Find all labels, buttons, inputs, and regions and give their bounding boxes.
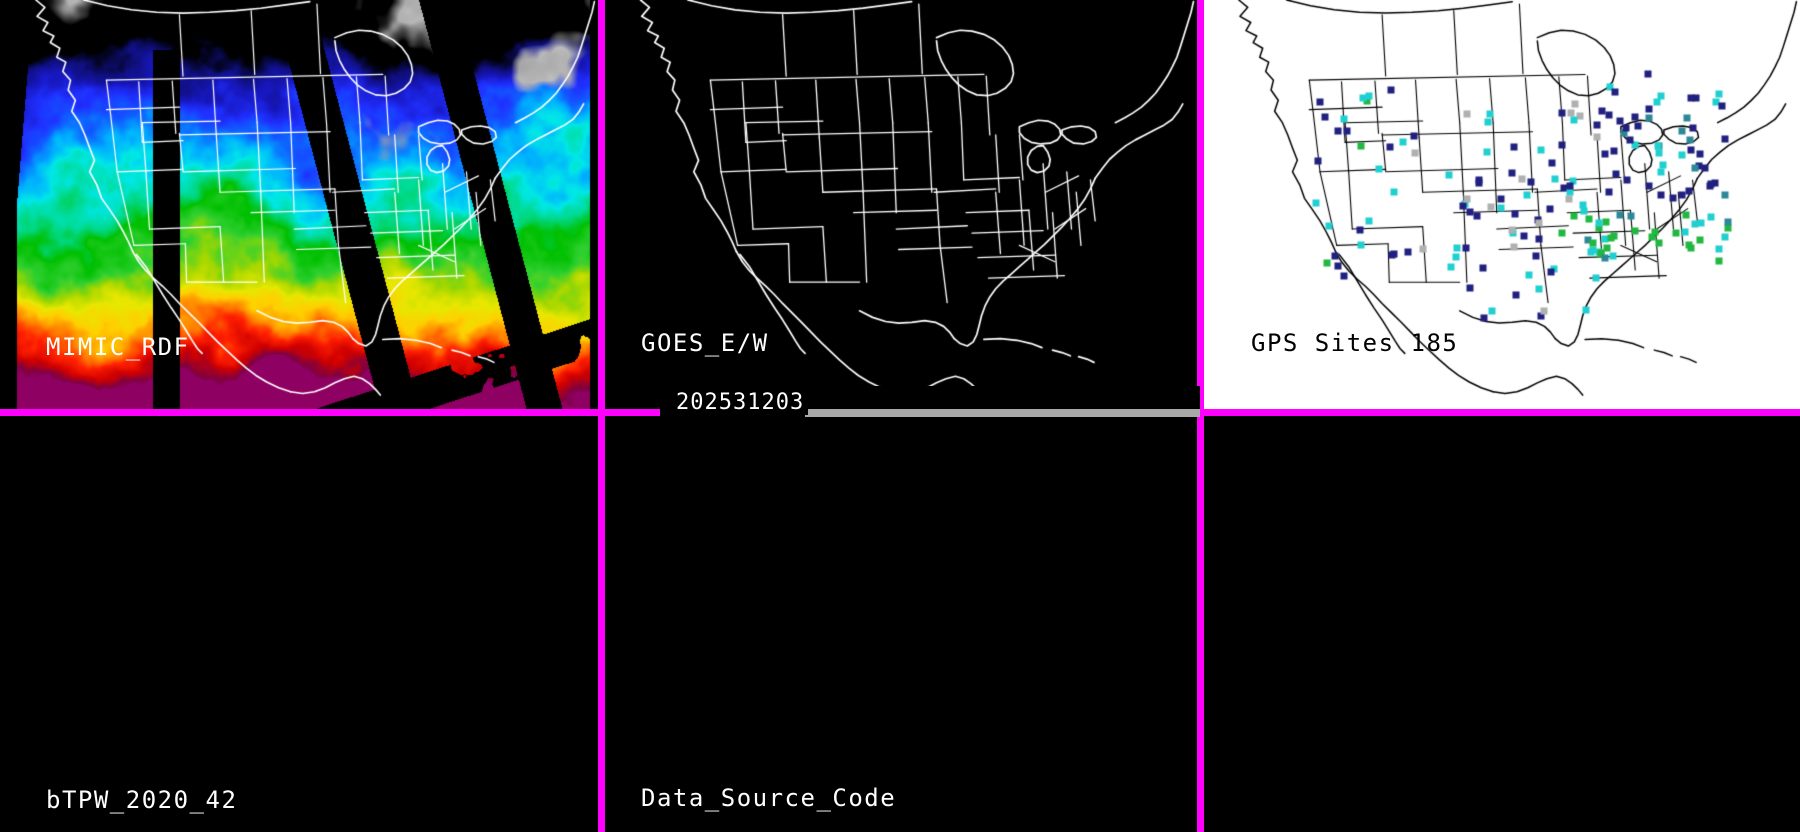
panel-gps-sites[interactable]: GPS Sites 185: [1203, 0, 1800, 409]
timestamp-gray-bar: [805, 409, 1200, 417]
timestamp-label: 202531203: [672, 390, 809, 415]
panel-mimic-rdf[interactable]: MIMIC_RDF: [0, 0, 598, 409]
panel-goes-ew[interactable]: GOES_E/W: [605, 0, 1197, 409]
divider-vertical-right: [1197, 0, 1204, 832]
panel-btpw[interactable]: bTPW_2020_42: [0, 416, 598, 832]
panel-gps-extrap[interactable]: GPS_Extrap: [1203, 416, 1800, 832]
divider-vertical-left: [598, 0, 605, 832]
panel-data-source-code[interactable]: Data_Source_Code: [605, 416, 1197, 832]
